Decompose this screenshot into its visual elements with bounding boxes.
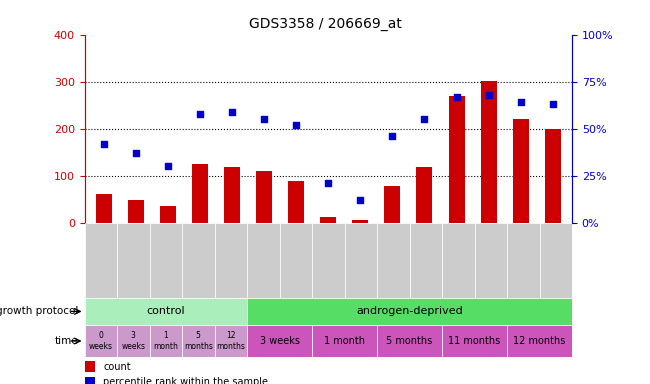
Bar: [117, 325, 150, 357]
Bar: [96, 194, 112, 223]
Bar: [384, 186, 400, 223]
Bar: [312, 223, 344, 298]
Bar: [507, 223, 540, 298]
Bar: [182, 223, 215, 298]
Point: [259, 116, 269, 122]
Bar: [84, 325, 117, 357]
Bar: [312, 325, 377, 357]
Bar: [417, 167, 432, 223]
Text: GDS3358 / 206669_at: GDS3358 / 206669_at: [248, 17, 402, 31]
Text: 1
month: 1 month: [153, 331, 178, 351]
Point: [387, 133, 398, 139]
Bar: [182, 325, 215, 357]
Text: time: time: [55, 336, 78, 346]
Point: [484, 92, 494, 98]
Bar: [247, 325, 312, 357]
Text: 5
months: 5 months: [184, 331, 213, 351]
Bar: [247, 223, 280, 298]
Point: [195, 111, 205, 117]
Bar: [474, 223, 507, 298]
Point: [162, 163, 173, 169]
Text: 1 month: 1 month: [324, 336, 365, 346]
Bar: [214, 223, 247, 298]
Bar: [545, 129, 561, 223]
Bar: [540, 223, 572, 298]
Point: [515, 99, 526, 105]
Bar: [84, 377, 95, 384]
Bar: [513, 119, 528, 223]
Bar: [352, 220, 369, 223]
Point: [451, 94, 462, 100]
Point: [291, 122, 302, 128]
Bar: [84, 223, 117, 298]
Bar: [150, 223, 182, 298]
Text: 0
weeks: 0 weeks: [89, 331, 112, 351]
Text: 5 months: 5 months: [386, 336, 433, 346]
Bar: [256, 171, 272, 223]
Bar: [84, 298, 247, 325]
Bar: [442, 325, 507, 357]
Bar: [160, 206, 176, 223]
Text: 3 weeks: 3 weeks: [259, 336, 300, 346]
Bar: [410, 223, 442, 298]
Text: 11 months: 11 months: [448, 336, 500, 346]
Text: 12 months: 12 months: [514, 336, 566, 346]
Bar: [480, 81, 497, 223]
Bar: [214, 325, 247, 357]
Bar: [128, 200, 144, 223]
Bar: [377, 325, 442, 357]
Point: [547, 101, 558, 107]
Bar: [247, 298, 572, 325]
Point: [131, 150, 141, 156]
Bar: [448, 96, 465, 223]
Bar: [288, 181, 304, 223]
Point: [99, 141, 109, 147]
Bar: [150, 325, 182, 357]
Text: count: count: [103, 362, 131, 372]
Bar: [117, 223, 150, 298]
Bar: [442, 223, 474, 298]
Bar: [84, 361, 95, 372]
Bar: [224, 167, 240, 223]
Bar: [377, 223, 410, 298]
Bar: [192, 164, 208, 223]
Text: control: control: [146, 306, 185, 316]
Text: percentile rank within the sample: percentile rank within the sample: [103, 377, 268, 384]
Text: androgen-deprived: androgen-deprived: [356, 306, 463, 316]
Point: [323, 180, 333, 186]
Bar: [320, 217, 336, 223]
Bar: [507, 325, 572, 357]
Point: [355, 197, 365, 203]
Point: [419, 116, 430, 122]
Text: growth protocol: growth protocol: [0, 306, 78, 316]
Bar: [280, 223, 312, 298]
Text: 12
months: 12 months: [216, 331, 245, 351]
Bar: [344, 223, 377, 298]
Text: 3
weeks: 3 weeks: [122, 331, 145, 351]
Point: [227, 109, 237, 115]
